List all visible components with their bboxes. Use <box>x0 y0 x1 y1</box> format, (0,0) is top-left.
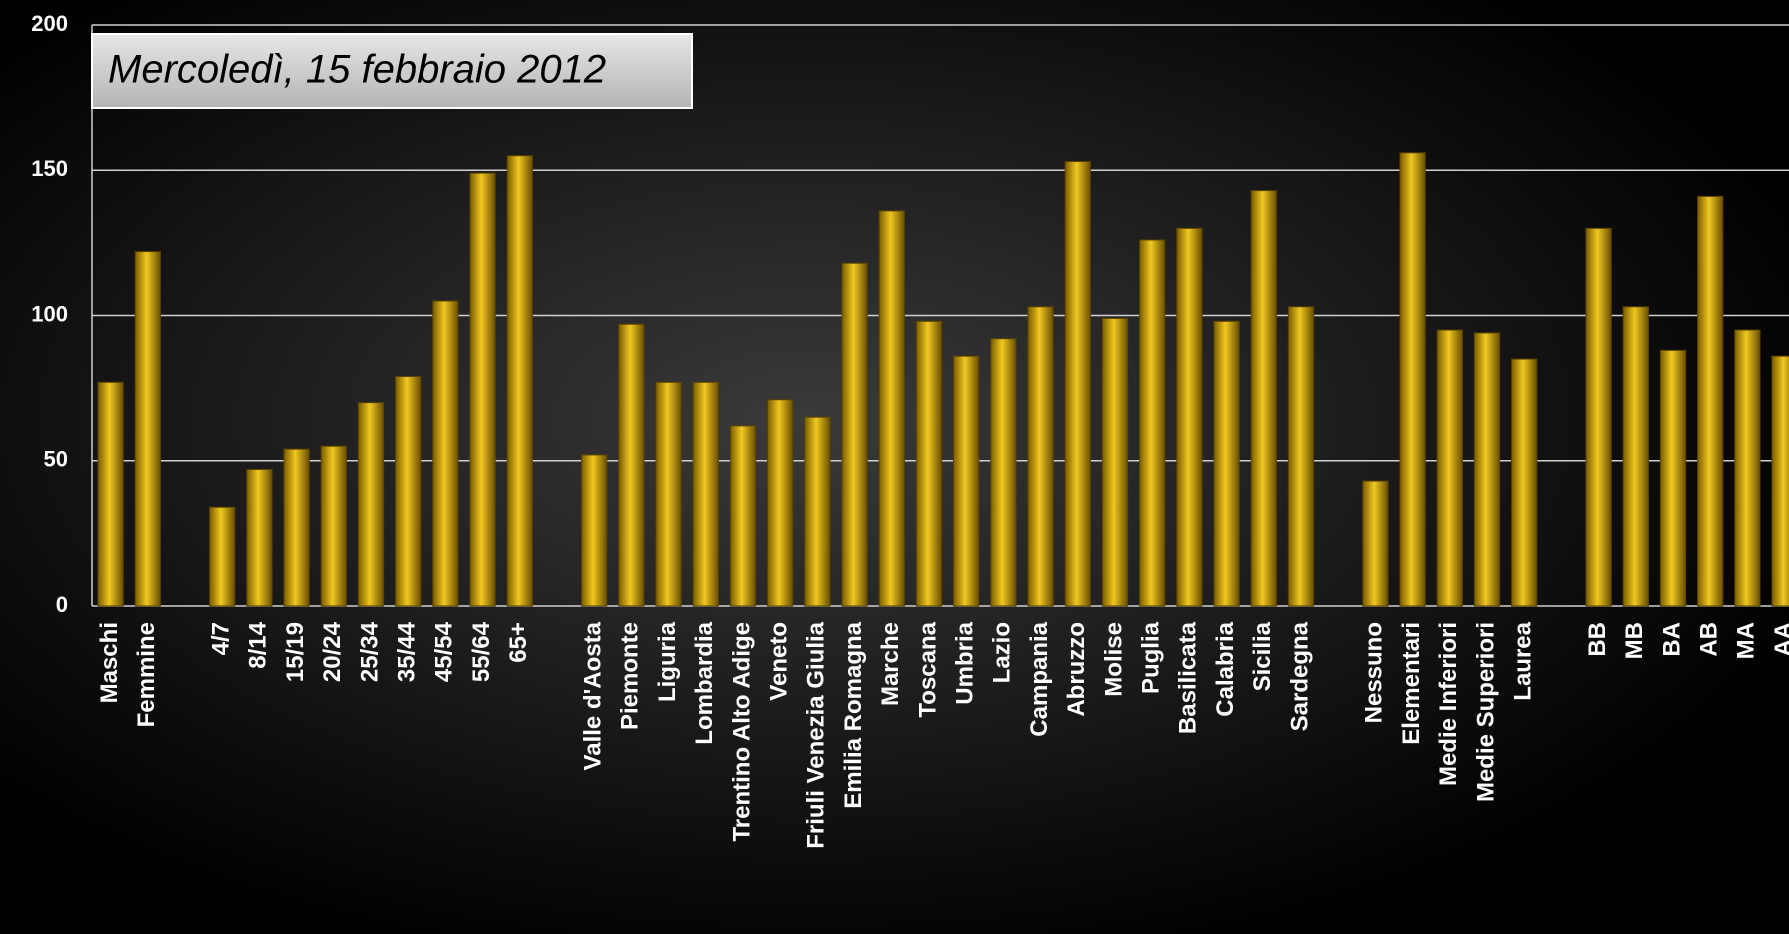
y-tick-label: 0 <box>56 592 68 617</box>
bar <box>506 155 533 607</box>
bar <box>692 381 719 607</box>
bar <box>1250 190 1277 607</box>
bar <box>878 210 905 607</box>
bar <box>1585 227 1612 607</box>
bar <box>1064 161 1091 607</box>
bar <box>283 448 310 607</box>
x-tick-label: Lombardia <box>691 621 718 744</box>
chart-title: Mercoledì, 15 febbraio 2012 <box>108 48 606 92</box>
bar <box>1659 349 1687 607</box>
x-tick-label: Toscana <box>914 621 941 717</box>
bar <box>1473 332 1501 607</box>
bar <box>357 402 385 607</box>
bar <box>1287 306 1315 607</box>
bar <box>1771 355 1789 607</box>
x-tick-label: Molise <box>1100 622 1127 697</box>
bar <box>1399 152 1426 607</box>
x-tick-label: AA <box>1770 622 1789 657</box>
bar <box>915 320 943 607</box>
bar <box>1622 306 1649 607</box>
x-tick-label: Emilia Romagna <box>840 621 867 808</box>
x-tick-label: 20/24 <box>319 621 346 682</box>
x-tick-label: 55/64 <box>468 621 495 682</box>
bar <box>469 172 496 607</box>
x-tick-label: BA <box>1658 622 1685 657</box>
bar <box>1362 480 1389 607</box>
bar <box>1139 239 1166 607</box>
x-tick-label: Basilicata <box>1175 621 1202 734</box>
x-tick-label: 45/54 <box>431 621 458 682</box>
bar <box>655 381 682 607</box>
bar <box>953 355 980 607</box>
x-tick-label: Veneto <box>766 622 793 701</box>
x-tick-label: MA <box>1733 622 1760 659</box>
bar <box>1176 227 1203 607</box>
x-tick-label: 25/34 <box>356 621 383 682</box>
x-tick-label: Piemonte <box>617 622 644 730</box>
bar <box>1436 329 1463 607</box>
bar <box>1697 195 1724 607</box>
bar <box>1734 329 1761 607</box>
bar <box>209 506 236 607</box>
x-tick-label: Sardegna <box>1286 621 1313 731</box>
bar <box>1213 320 1240 607</box>
x-tick-label: Valle d'Aosta <box>580 621 607 770</box>
bar <box>1101 317 1129 607</box>
x-tick-label: Maschi <box>96 622 123 703</box>
bar <box>841 262 868 607</box>
x-tick-label: Femmine <box>133 622 160 727</box>
y-tick-label: 150 <box>31 156 68 181</box>
y-tick-label: 100 <box>31 301 68 326</box>
bar <box>990 338 1017 607</box>
x-tick-label: AB <box>1696 622 1723 657</box>
x-tick-label: Medie Superiori <box>1472 622 1499 802</box>
x-tick-label: Nessuno <box>1361 622 1388 723</box>
x-tick-label: Calabria <box>1212 621 1239 716</box>
x-tick-label: Campania <box>1026 621 1053 736</box>
bar <box>804 416 831 607</box>
x-tick-label: Trentino Alto Adige <box>728 622 755 842</box>
x-tick-label: Abruzzo <box>1063 622 1090 717</box>
x-tick-label: Elementari <box>1398 622 1425 745</box>
x-tick-label: 4/7 <box>208 622 235 655</box>
x-tick-label: Marche <box>877 622 904 706</box>
bar <box>432 300 459 607</box>
bar <box>1027 306 1054 607</box>
x-tick-label: Lazio <box>989 622 1016 683</box>
y-tick-label: 200 <box>31 11 68 36</box>
bar <box>97 381 124 607</box>
bar <box>246 468 273 607</box>
bar <box>767 399 794 607</box>
bar <box>395 376 422 607</box>
x-tick-label: Puglia <box>1138 621 1165 694</box>
bar <box>581 454 608 607</box>
x-tick-label: BB <box>1584 622 1611 657</box>
x-tick-label: 35/44 <box>394 621 421 682</box>
x-tick-label: MB <box>1621 622 1648 659</box>
x-tick-label: Liguria <box>654 621 681 702</box>
x-tick-label: 15/19 <box>282 622 309 682</box>
bar <box>134 251 161 607</box>
title-box <box>91 33 693 109</box>
bar <box>729 425 757 607</box>
bar <box>320 445 347 607</box>
x-tick-label: Friuli Venezia Giulia <box>803 621 830 848</box>
y-tick-label: 50 <box>44 447 68 472</box>
x-tick-label: Sicilia <box>1249 621 1276 691</box>
x-tick-label: Medie Inferiori <box>1435 622 1462 786</box>
x-tick-label: 65+ <box>505 622 532 663</box>
x-tick-label: 8/14 <box>245 621 272 668</box>
bar <box>1511 358 1538 607</box>
x-tick-label: Laurea <box>1510 621 1537 700</box>
bar <box>618 323 645 607</box>
x-tick-label: Umbria <box>952 621 979 704</box>
